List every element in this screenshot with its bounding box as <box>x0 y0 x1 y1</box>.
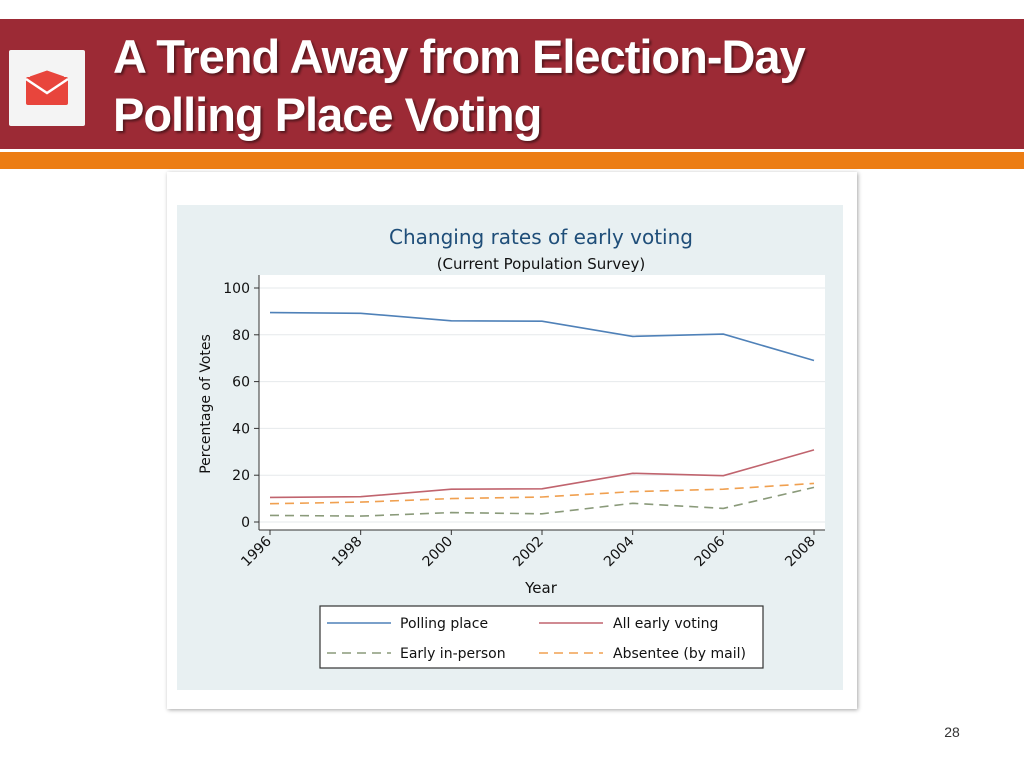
legend: Polling place All early voting Early in-pe… <box>319 605 764 669</box>
series-line-polling-place <box>269 311 815 362</box>
series-lines <box>269 311 815 517</box>
line-chart: Changing rates of early voting (Current … <box>177 205 843 690</box>
y-tick-label: 100 <box>223 281 250 297</box>
y-tick-label: 20 <box>232 468 250 484</box>
chart-title: Changing rates of early voting <box>389 225 693 249</box>
chart-subtitle: (Current Population Survey) <box>437 255 646 273</box>
title-gap <box>0 149 1024 152</box>
y-axis-label: Percentage of Votes <box>198 334 214 474</box>
slide-title: A Trend Away from Election-Day Polling P… <box>113 28 993 144</box>
envelope-icon-graphic <box>25 70 69 105</box>
legend-label: All early voting <box>613 616 718 632</box>
legend-label: Polling place <box>400 616 488 632</box>
chart-card: Changing rates of early voting (Current … <box>167 172 857 709</box>
series-line-all-early-voting <box>269 449 815 499</box>
x-axis-label: Year <box>524 579 558 597</box>
page-number: 28 <box>944 724 960 740</box>
plot-area <box>259 275 825 530</box>
series-line-absentee-by-mail <box>269 482 815 505</box>
envelope-icon <box>9 50 85 126</box>
legend-label: Absentee (by mail) <box>613 646 746 662</box>
legend-label: Early in-person <box>400 646 506 662</box>
grid-lines <box>259 287 825 523</box>
series-line-early-in-person <box>269 486 815 517</box>
y-tick-label: 40 <box>232 421 250 437</box>
y-tick-label: 60 <box>232 375 250 391</box>
y-tick-label: 0 <box>241 515 250 531</box>
y-tick-label: 80 <box>232 328 250 344</box>
slide-title-line1: A Trend Away from Election-Day <box>113 30 806 83</box>
legend-box <box>319 605 764 669</box>
accent-stripe <box>0 152 1024 169</box>
title-bar <box>0 19 1024 149</box>
slide-title-line2: Polling Place Voting <box>113 88 542 141</box>
